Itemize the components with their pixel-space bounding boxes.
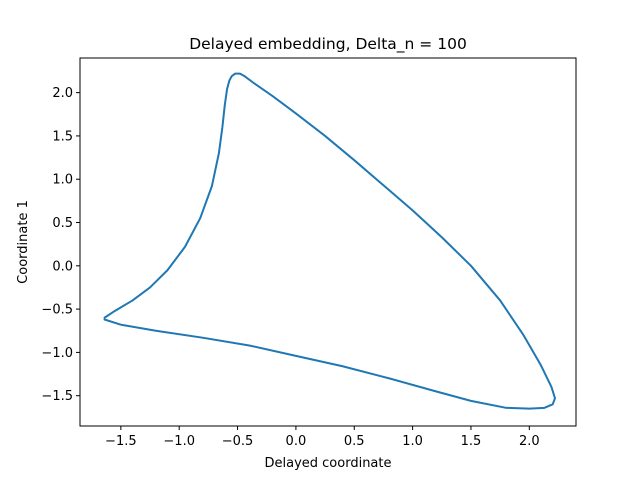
y-axis-label: Coordinate 1 <box>16 200 31 284</box>
y-tick-label: −1.5 <box>41 389 73 404</box>
y-tick-label: 2.0 <box>52 86 73 101</box>
y-tick-label: −1.0 <box>41 346 73 361</box>
y-tick-label: 0.0 <box>52 259 73 274</box>
x-tick-label: 2.0 <box>519 434 540 449</box>
axes-frame <box>79 57 577 427</box>
plot-area <box>103 72 556 410</box>
x-tick-label: 1.0 <box>402 434 423 449</box>
x-axis-label: Delayed coordinate <box>265 456 392 471</box>
series-line-0 <box>103 72 556 410</box>
y-tick-label: 0.5 <box>52 216 73 231</box>
x-tick-label: −0.5 <box>222 434 254 449</box>
x-tick-label: 1.5 <box>461 434 482 449</box>
x-tick-label: 0.5 <box>344 434 365 449</box>
x-tick-label: −1.5 <box>105 434 137 449</box>
chart-title: Delayed embedding, Delta_n = 100 <box>189 35 467 54</box>
x-tick-label: −1.0 <box>163 434 195 449</box>
y-tick-label: −0.5 <box>41 303 73 318</box>
x-tick-label: 0.0 <box>286 434 307 449</box>
x-axis: −1.5 −1.0 −0.5 0.0 0.5 1.0 1.5 2.0 <box>105 426 540 449</box>
y-tick-label: 1.5 <box>52 129 73 144</box>
y-axis: −1.5 −1.0 −0.5 0.0 0.5 1.0 1.5 2.0 <box>41 86 80 404</box>
y-tick-label: 1.0 <box>52 173 73 188</box>
